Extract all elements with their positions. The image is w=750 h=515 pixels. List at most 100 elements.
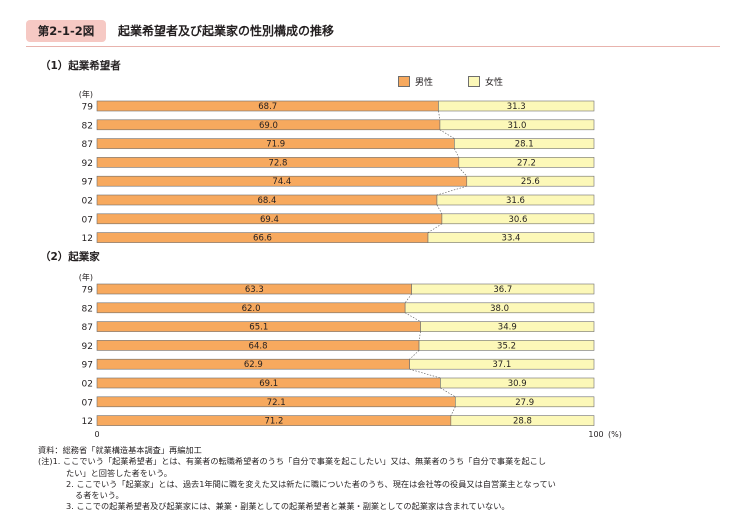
entrepreneur-year-label: 82: [82, 304, 93, 314]
entrepreneur-connector-line: [409, 368, 441, 379]
aspiring-value-female: 33.4: [502, 234, 521, 244]
aspiring-year-label: 92: [82, 159, 93, 169]
aspiring-year-label: 79: [82, 103, 94, 113]
aspiring-value-female: 31.3: [507, 102, 526, 112]
aspiring-connector-line: [438, 110, 441, 120]
entrepreneur-bar-female: [450, 415, 595, 426]
title-divider: [26, 46, 720, 47]
aspiring-connector-line: [458, 167, 467, 177]
entrepreneur-year-label: 87: [82, 323, 93, 333]
entrepreneur-value-female: 38.0: [490, 304, 509, 314]
aspiring-bar-female: [427, 232, 595, 243]
stacked-bar-charts: (年) 79 68.7 31.3 82 69.0 31.0 87 71.9 28.1 92 72.8 2…: [79, 89, 622, 439]
entrepreneur-value-female: 34.9: [498, 323, 517, 333]
note-3: 3. ここでの起業希望者及び起業家には、兼業・副業としての起業希望者と兼業・副業…: [66, 501, 510, 512]
legend-male-label: 男性: [415, 78, 434, 88]
aspiring-value-female: 27.2: [517, 158, 536, 168]
entrepreneur-connector-line: [409, 350, 420, 360]
entrepreneur-connector-line: [404, 312, 421, 322]
entrepreneur-bar-female: [420, 321, 595, 332]
aspiring-bar-female: [441, 213, 595, 225]
entrepreneur-bar-female: [409, 358, 595, 370]
entrepreneur-year-label: 12: [82, 417, 93, 427]
figure-title: 起業希望者及び起業家の性別構成の推移: [118, 24, 335, 38]
note-1-line-2: たい」と回答した者をいう。: [66, 467, 172, 478]
aspiring-value-female: 25.6: [521, 177, 540, 187]
aspiring-year-label: 87: [82, 140, 93, 150]
aspiring-value-female: 30.6: [508, 215, 527, 225]
entrepreneur-value-female: 27.9: [515, 398, 534, 408]
entrepreneur-bar-female: [411, 283, 595, 295]
entrepreneur-value-female: 37.1: [492, 360, 511, 370]
x-tick-label: 0: [94, 430, 99, 439]
aspiring-bar-female: [438, 100, 595, 112]
entrepreneur-value-female: 35.2: [497, 341, 516, 351]
entrepreneur-value-female: 28.8: [513, 417, 532, 427]
entrepreneur-value-male: 64.8: [249, 341, 268, 351]
aspiring-bar-female: [454, 138, 595, 149]
entrepreneur-value-male: 63.3: [245, 285, 264, 295]
aspiring-connector-line: [439, 129, 455, 139]
legend-female: 女性: [468, 75, 503, 88]
aspiring-year-label: 97: [82, 178, 93, 188]
entrepreneur-value-male: 69.1: [259, 379, 278, 389]
entrepreneur-year-label: 97: [82, 361, 93, 371]
aspiring-value-male: 66.6: [253, 234, 272, 244]
note-1-line-1: (注)1. ここでいう「起業希望者」とは、有業者の転職希望者のうち「自分で事業を…: [38, 456, 547, 467]
aspiring-connector-line: [436, 185, 467, 196]
figure-number: 第2-1-2図: [26, 20, 106, 42]
section-title-entrepreneurs: （2）起業家: [40, 251, 100, 263]
aspiring-connector-line: [427, 223, 443, 233]
entrepreneur-year-label: 07: [82, 398, 93, 408]
aspiring-value-male: 69.0: [259, 121, 278, 131]
entrepreneur-year-label: 02: [82, 380, 93, 390]
entrepreneur-value-female: 36.7: [493, 285, 512, 295]
note-2-line-2: る者をいう。: [75, 490, 124, 501]
aspiring-value-male: 71.9: [266, 140, 285, 150]
x-tick-label: 100: [588, 430, 603, 439]
aspiring-value-male: 68.4: [258, 196, 277, 206]
section-title-aspiring-entrepreneurs: （1）起業希望者: [40, 60, 121, 72]
legend-female-label: 女性: [485, 78, 504, 88]
entrepreneur-year-unit-label: (年): [79, 272, 93, 282]
aspiring-connector-line: [454, 148, 460, 158]
entrepreneur-year-label: 79: [82, 286, 94, 296]
notes-block: 資料：総務省「就業構造基本調査」再編加工 (注)1. ここでいう「起業希望者」と…: [38, 445, 556, 513]
aspiring-year-label: 07: [82, 215, 93, 225]
aspiring-value-male: 74.4: [272, 177, 291, 187]
x-axis-unit-label: (%): [608, 430, 622, 439]
aspiring-bar-female: [458, 157, 595, 168]
aspiring-value-male: 72.8: [268, 158, 287, 168]
entrepreneur-connector-line: [418, 331, 421, 341]
entrepreneur-bar-female: [440, 377, 595, 389]
aspiring-value-male: 69.4: [260, 215, 279, 225]
entrepreneur-value-male: 62.9: [244, 360, 263, 370]
aspiring-value-female: 31.0: [507, 121, 526, 131]
entrepreneur-value-male: 62.0: [242, 304, 261, 314]
legend-male-swatch: [398, 76, 410, 87]
entrepreneur-value-male: 72.1: [267, 398, 286, 408]
entrepreneur-year-label: 92: [82, 342, 93, 352]
aspiring-year-label: 02: [82, 197, 93, 207]
legend-female-swatch: [468, 76, 480, 87]
aspiring-year-label: 12: [82, 234, 93, 244]
entrepreneur-connector-line: [440, 387, 456, 398]
aspiring-value-female: 28.1: [515, 140, 534, 150]
aspiring-year-unit-label: (年): [79, 89, 93, 99]
aspiring-value-male: 68.7: [258, 102, 277, 112]
entrepreneur-value-male: 71.2: [264, 417, 283, 427]
aspiring-year-label: 82: [82, 121, 93, 131]
legend-male: 男性: [398, 75, 433, 88]
note-2-line-1: 2. ここでいう「起業家」とは、過去1年間に職を変えた又は新たに職についた者のう…: [66, 478, 556, 489]
entrepreneur-connector-line: [450, 406, 456, 416]
entrepreneur-value-male: 65.1: [249, 323, 268, 333]
aspiring-bar-female: [436, 194, 595, 206]
source-note: 資料：総務省「就業構造基本調査」再編加工: [38, 445, 202, 455]
aspiring-bar-female: [466, 175, 595, 187]
entrepreneur-connector-line: [404, 293, 412, 303]
entrepreneur-bar-female: [404, 302, 595, 314]
entrepreneur-bar-female: [455, 396, 595, 408]
entrepreneur-value-female: 30.9: [508, 379, 527, 389]
aspiring-connector-line: [436, 204, 443, 214]
entrepreneur-bar-female: [418, 340, 595, 351]
